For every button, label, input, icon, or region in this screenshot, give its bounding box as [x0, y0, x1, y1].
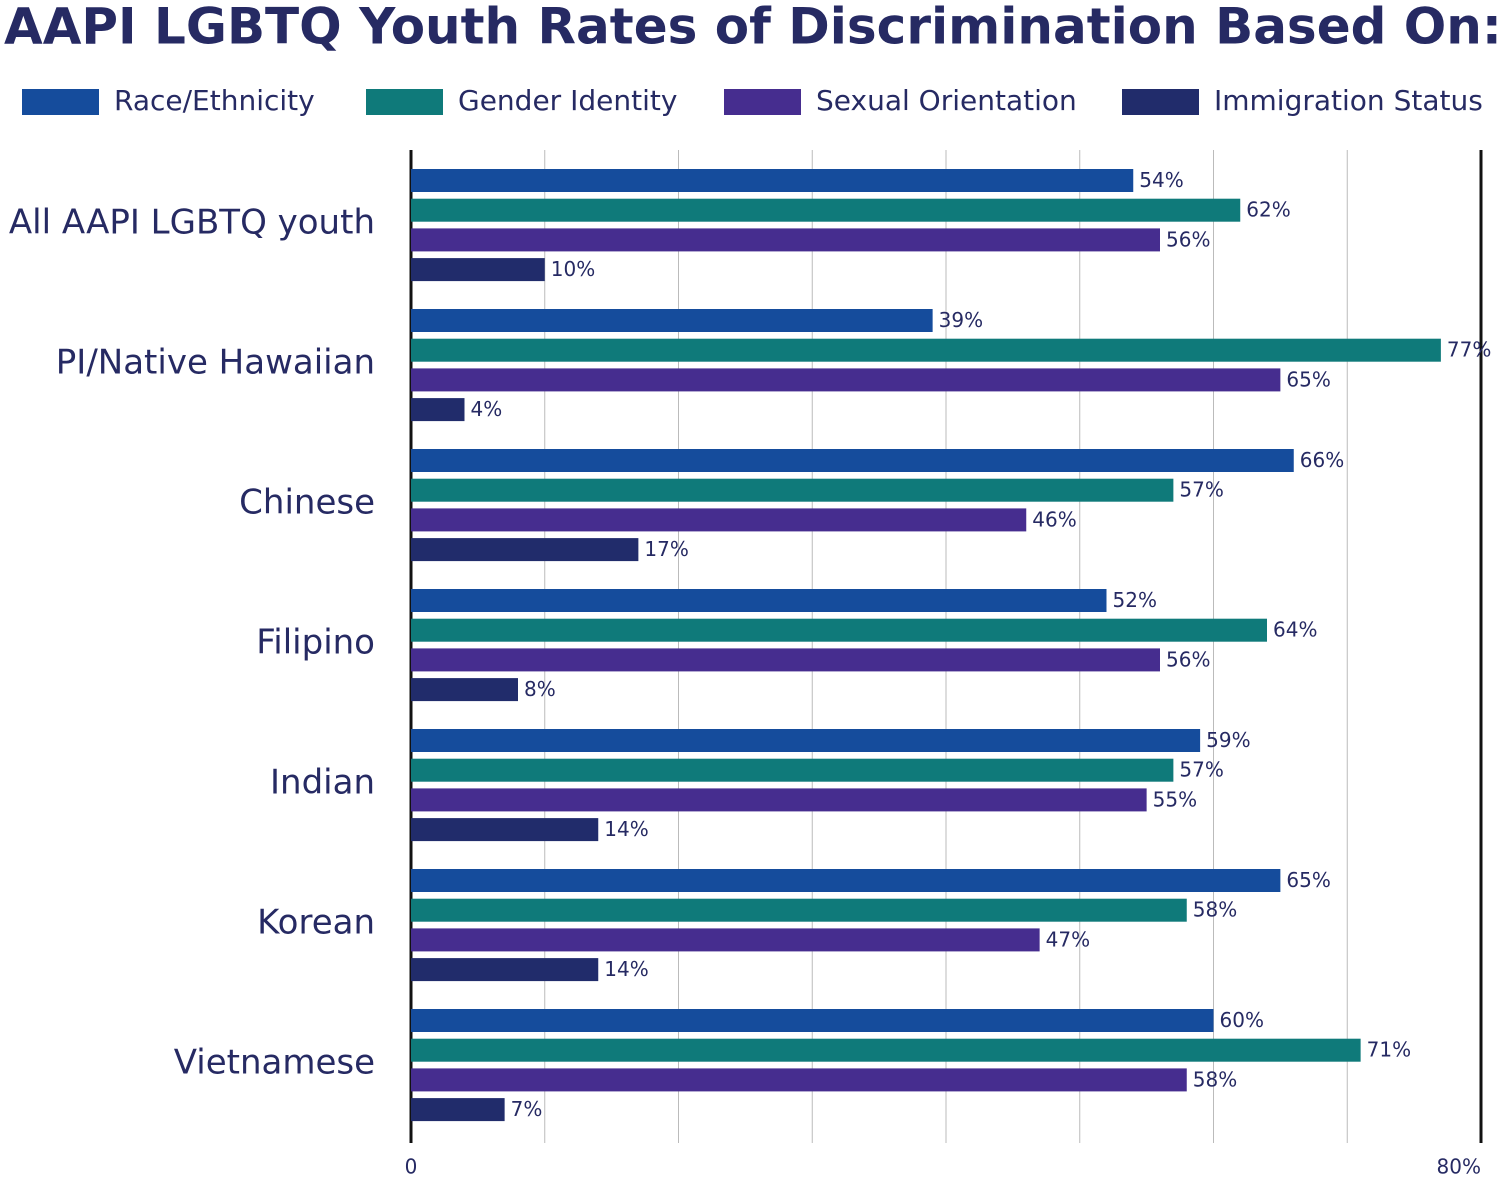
bar — [411, 678, 518, 702]
value-label: 60% — [1220, 1008, 1264, 1032]
bar — [411, 729, 1201, 752]
bar — [411, 449, 1294, 472]
legend-label: Gender Identity — [458, 84, 677, 117]
x-tick-label: 80% — [1437, 1155, 1481, 1179]
bar — [411, 928, 1040, 952]
bar — [411, 538, 639, 562]
bar — [411, 758, 1174, 782]
category-label: PI/Native Hawaiian — [56, 343, 375, 383]
value-label: 58% — [1193, 898, 1237, 922]
legend-swatch — [724, 89, 801, 115]
bar — [411, 898, 1187, 922]
legend-label: Immigration Status — [1214, 84, 1483, 117]
bar — [411, 198, 1241, 222]
bar — [411, 169, 1134, 192]
value-label: 8% — [524, 677, 556, 701]
value-label: 54% — [1139, 168, 1183, 192]
bar — [411, 1038, 1361, 1062]
value-label: 77% — [1447, 338, 1491, 362]
category-label: Korean — [257, 903, 375, 943]
value-label: 47% — [1046, 927, 1090, 951]
legend-swatch — [366, 89, 443, 115]
value-label: 55% — [1153, 787, 1197, 811]
value-label: 14% — [604, 957, 648, 981]
legend-swatch — [1122, 89, 1199, 115]
bar — [411, 958, 599, 982]
legend-label: Sexual Orientation — [816, 84, 1077, 117]
value-label: 64% — [1273, 618, 1317, 642]
x-tick-label: 0 — [405, 1155, 418, 1179]
bar — [411, 618, 1267, 642]
value-label: 66% — [1300, 448, 1344, 472]
value-label: 65% — [1286, 868, 1330, 892]
bar — [411, 1009, 1214, 1032]
category-label: Chinese — [239, 483, 375, 523]
value-label: 58% — [1193, 1067, 1237, 1091]
value-label: 17% — [644, 537, 688, 561]
bar — [411, 1098, 505, 1122]
bar — [411, 508, 1027, 532]
bar — [411, 368, 1281, 392]
value-label: 7% — [511, 1097, 543, 1121]
bar — [411, 589, 1107, 612]
category-label: Filipino — [256, 623, 375, 663]
value-label: 4% — [471, 397, 503, 421]
value-label: 57% — [1179, 478, 1223, 502]
value-label: 39% — [939, 308, 983, 332]
value-label: 56% — [1166, 647, 1210, 671]
value-label: 62% — [1246, 198, 1290, 222]
value-label: 10% — [551, 257, 595, 281]
category-label: Vietnamese — [174, 1043, 375, 1083]
chart-title: AAPI LGBTQ Youth Rates of Discrimination… — [4, 0, 1501, 56]
category-label: Indian — [270, 763, 375, 803]
value-label: 52% — [1113, 588, 1157, 612]
bar — [411, 478, 1174, 502]
legend-label: Race/Ethnicity — [114, 84, 315, 117]
value-label: 59% — [1206, 728, 1250, 752]
bar — [411, 869, 1281, 892]
category-label: All AAPI LGBTQ youth — [9, 203, 375, 243]
bar — [411, 338, 1441, 362]
value-label: 57% — [1179, 758, 1223, 782]
legend-swatch — [22, 89, 99, 115]
bar — [411, 1068, 1187, 1092]
bar — [411, 228, 1160, 252]
bar — [411, 648, 1160, 672]
bar — [411, 788, 1147, 812]
bar — [411, 398, 465, 422]
value-label: 14% — [604, 817, 648, 841]
value-label: 65% — [1286, 367, 1330, 391]
bar — [411, 818, 599, 842]
value-label: 56% — [1166, 227, 1210, 251]
value-label: 46% — [1032, 507, 1076, 531]
bar — [411, 258, 545, 282]
value-label: 71% — [1367, 1038, 1411, 1062]
bar — [411, 309, 933, 332]
